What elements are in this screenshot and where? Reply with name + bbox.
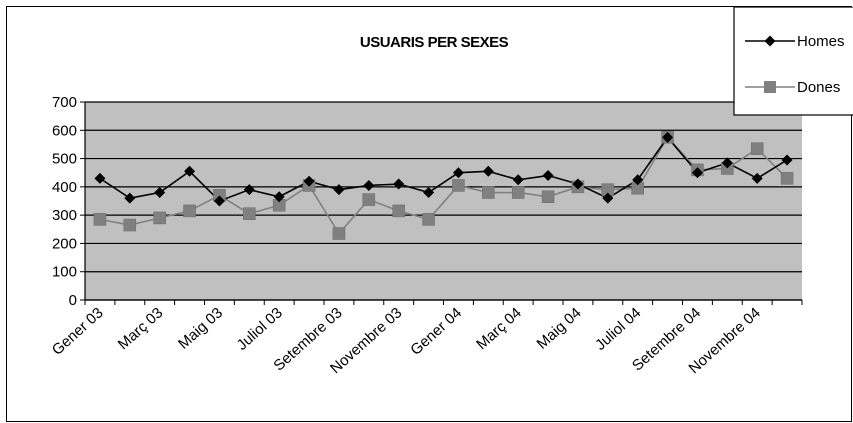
point-homes — [751, 172, 763, 184]
y-tick-label-400: 400 — [52, 179, 77, 196]
point-dones — [362, 193, 376, 206]
point-homes — [124, 192, 136, 204]
y-tick-label-300: 300 — [52, 207, 77, 224]
y-tick-label-0: 0 — [69, 292, 77, 309]
point-homes — [243, 184, 255, 196]
legend-label-homes: Homes — [797, 33, 845, 50]
chart-frame: USUARIS PER SEXES 0 100 200 300 400 500 600 700… — [6, 6, 853, 422]
x-tick-label: Març 04 — [473, 304, 525, 353]
point-dones — [392, 204, 405, 218]
point-homes — [393, 178, 405, 190]
point-homes — [781, 154, 793, 166]
point-dones — [93, 213, 107, 226]
point-homes — [94, 172, 106, 184]
point-homes — [423, 187, 435, 199]
point-homes — [482, 165, 494, 177]
point-dones — [511, 186, 525, 199]
legend-box — [733, 7, 853, 116]
point-dones — [482, 186, 495, 199]
point-dones — [750, 142, 764, 155]
x-tick-label: Maig 04 — [534, 304, 585, 352]
plot-background — [85, 102, 802, 300]
y-tick-label-200: 200 — [52, 235, 77, 252]
x-tick-label: Gener 03 — [49, 304, 107, 358]
point-homes — [602, 192, 614, 204]
point-homes — [721, 157, 733, 169]
point-homes — [542, 170, 554, 182]
point-dones — [243, 207, 256, 220]
x-tick-label: Març 03 — [115, 304, 167, 353]
point-homes — [184, 165, 196, 177]
y-tick-label-600: 600 — [52, 122, 77, 139]
point-homes — [213, 195, 225, 207]
x-tick-label: Gener 04 — [407, 304, 465, 358]
y-tick-label-500: 500 — [52, 151, 77, 168]
point-homes — [452, 167, 464, 179]
legend-marker-dones — [764, 81, 776, 93]
point-dones — [780, 172, 794, 185]
point-homes — [662, 131, 674, 143]
chart-title: USUARIS PER SEXES — [360, 34, 509, 51]
point-dones — [422, 213, 435, 226]
point-dones — [153, 211, 166, 225]
x-tick-label: Juliol 04 — [592, 304, 644, 353]
point-homes — [154, 187, 166, 199]
point-dones — [123, 218, 137, 232]
point-homes — [363, 179, 375, 191]
y-tick-label-100: 100 — [52, 264, 77, 281]
point-homes — [572, 178, 584, 190]
point-dones — [183, 204, 196, 218]
legend-marker-homes — [764, 35, 776, 47]
point-homes — [632, 174, 644, 186]
point-dones — [452, 179, 465, 192]
point-dones — [332, 227, 346, 240]
y-tick-label-700: 700 — [52, 94, 77, 111]
point-homes — [303, 175, 315, 187]
point-homes — [333, 184, 345, 196]
point-homes — [512, 174, 524, 186]
x-tick-label: Maig 03 — [175, 304, 226, 352]
point-homes — [273, 191, 285, 203]
x-tick-label: Juliol 03 — [234, 304, 286, 353]
point-homes — [691, 167, 703, 179]
line-chart: USUARIS PER SEXES 0 100 200 300 400 500 600 700… — [49, 7, 853, 377]
legend: Homes Dones — [733, 7, 853, 116]
point-dones — [541, 190, 555, 204]
legend-label-dones: Dones — [797, 79, 840, 96]
